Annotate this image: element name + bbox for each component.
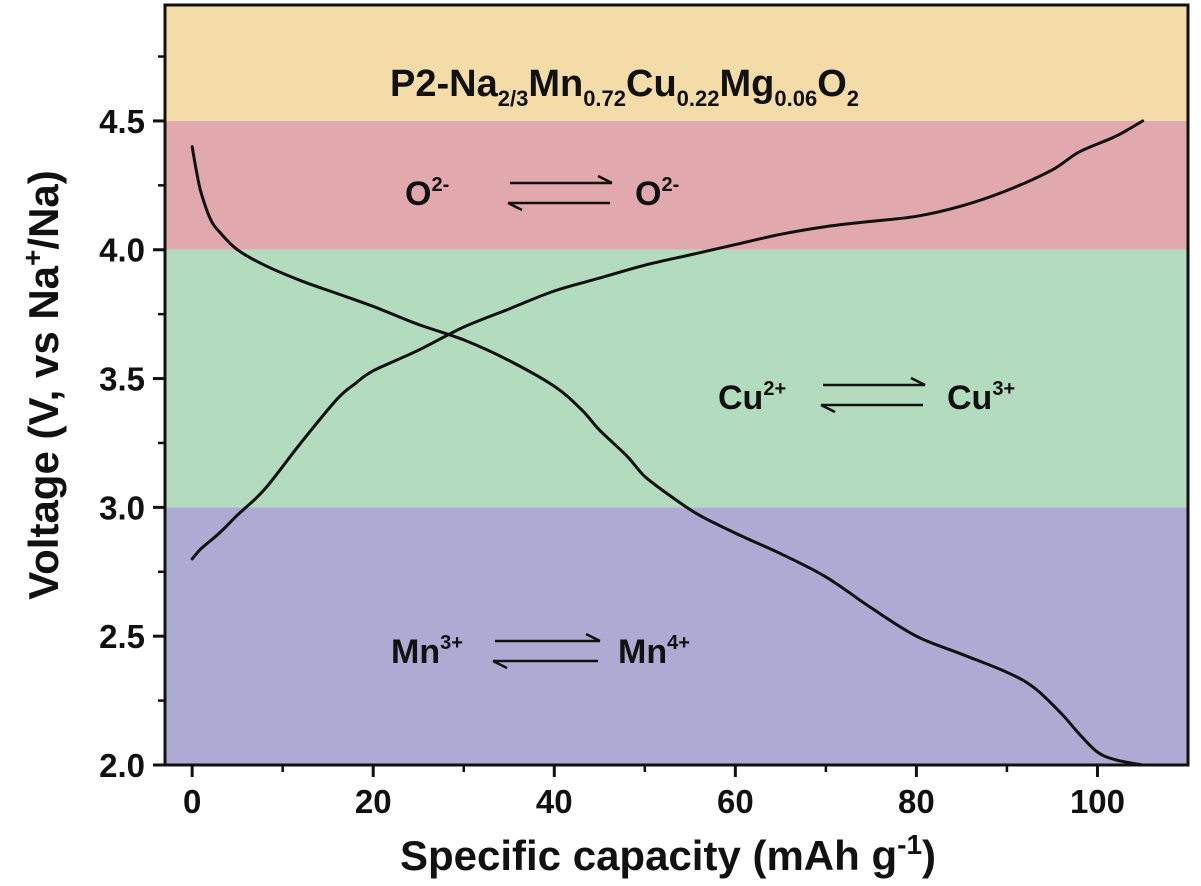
x-tick-label: 60	[717, 783, 754, 820]
title-mg-sub: 0.06	[774, 86, 817, 111]
manganese-equilibrium-arrow	[492, 632, 601, 670]
svg-text:Cu3+: Cu3+	[947, 378, 1015, 417]
voltage-band-0	[165, 507, 1188, 765]
x-axis-title-sup: -1	[897, 829, 922, 860]
y-axis-title-rest: /Na)	[20, 170, 67, 249]
x-axis-title-main: Specific capacity (mAh g	[400, 832, 897, 879]
plot-frame	[163, 3, 1190, 767]
x-tick-label: 20	[355, 783, 392, 820]
title-na-sub: 2/3	[498, 86, 529, 111]
manganese-left-label: Mn	[391, 633, 440, 671]
title-cu-sub: 0.22	[677, 86, 720, 111]
svg-text:Mn3+: Mn3+	[391, 632, 463, 671]
x-tick-label: 100	[1070, 783, 1125, 820]
copper-right-sup: 3+	[992, 378, 1015, 400]
axis-ticks	[153, 55, 1099, 777]
tick-labels: 0 20 40 60 80 100 2.0 2.5 3.0 3.5 4.0 4.5	[99, 103, 1125, 820]
title-o-sub: 2	[847, 86, 859, 111]
title-mn-sub: 0.72	[583, 86, 626, 111]
oxygen-left-label: O	[405, 175, 431, 213]
copper-left-sup: 2+	[763, 378, 786, 400]
y-tick-label: 4.5	[99, 103, 145, 140]
title-mn: Mn	[528, 63, 583, 105]
oxygen-equilibrium-arrow	[507, 174, 613, 212]
svg-text:O2-: O2-	[635, 174, 679, 213]
title-prefix: P2-Na	[390, 63, 499, 105]
y-axis-title-sup: +	[17, 250, 48, 266]
copper-equilibrium-arrow	[820, 376, 926, 414]
y-axis-title: Voltage (V, vs Na+/Na)	[17, 170, 67, 600]
copper-right-label: Cu	[947, 379, 992, 417]
x-axis-title-close: )	[922, 832, 936, 879]
title-mg: Mg	[720, 63, 775, 105]
oxygen-right-sup: 2-	[661, 174, 679, 196]
y-tick-label: 2.0	[99, 747, 145, 784]
y-axis-title-main: Voltage (V, vs Na	[20, 265, 67, 599]
y-tick-label: 3.0	[99, 489, 145, 526]
title-cu: Cu	[626, 63, 677, 105]
y-tick-label: 4.0	[99, 232, 145, 269]
manganese-right-sup: 4+	[667, 632, 690, 654]
y-tick-label: 2.5	[99, 618, 145, 655]
curves	[190, 119, 1145, 767]
manganese-right-label: Mn	[618, 633, 667, 671]
x-axis-title: Specific capacity (mAh g-1)	[400, 829, 936, 879]
svg-text:O2-: O2-	[405, 174, 449, 213]
oxygen-right-label: O	[635, 175, 661, 213]
manganese-left-sup: 3+	[440, 632, 463, 654]
x-tick-label: 80	[898, 783, 935, 820]
chart-title: P2-Na2/3Mn0.72Cu0.22Mg0.06O2	[390, 63, 859, 111]
voltage-band-3	[165, 5, 1188, 121]
discharge-curve	[190, 145, 1145, 767]
charge-curve	[190, 119, 1145, 561]
oxygen-redox-annotation: O2- O2-	[405, 174, 679, 213]
svg-text:Cu2+: Cu2+	[718, 378, 786, 417]
x-tick-label: 40	[536, 783, 573, 820]
oxygen-left-sup: 2-	[431, 174, 449, 196]
manganese-redox-annotation: Mn3+ Mn4+	[391, 632, 690, 671]
copper-redox-annotation: Cu2+ Cu3+	[718, 376, 1015, 417]
x-tick-label: 0	[183, 783, 201, 820]
copper-left-label: Cu	[718, 379, 763, 417]
title-o: O	[817, 63, 847, 105]
y-tick-label: 3.5	[99, 361, 145, 398]
svg-text:Mn4+: Mn4+	[618, 632, 690, 671]
